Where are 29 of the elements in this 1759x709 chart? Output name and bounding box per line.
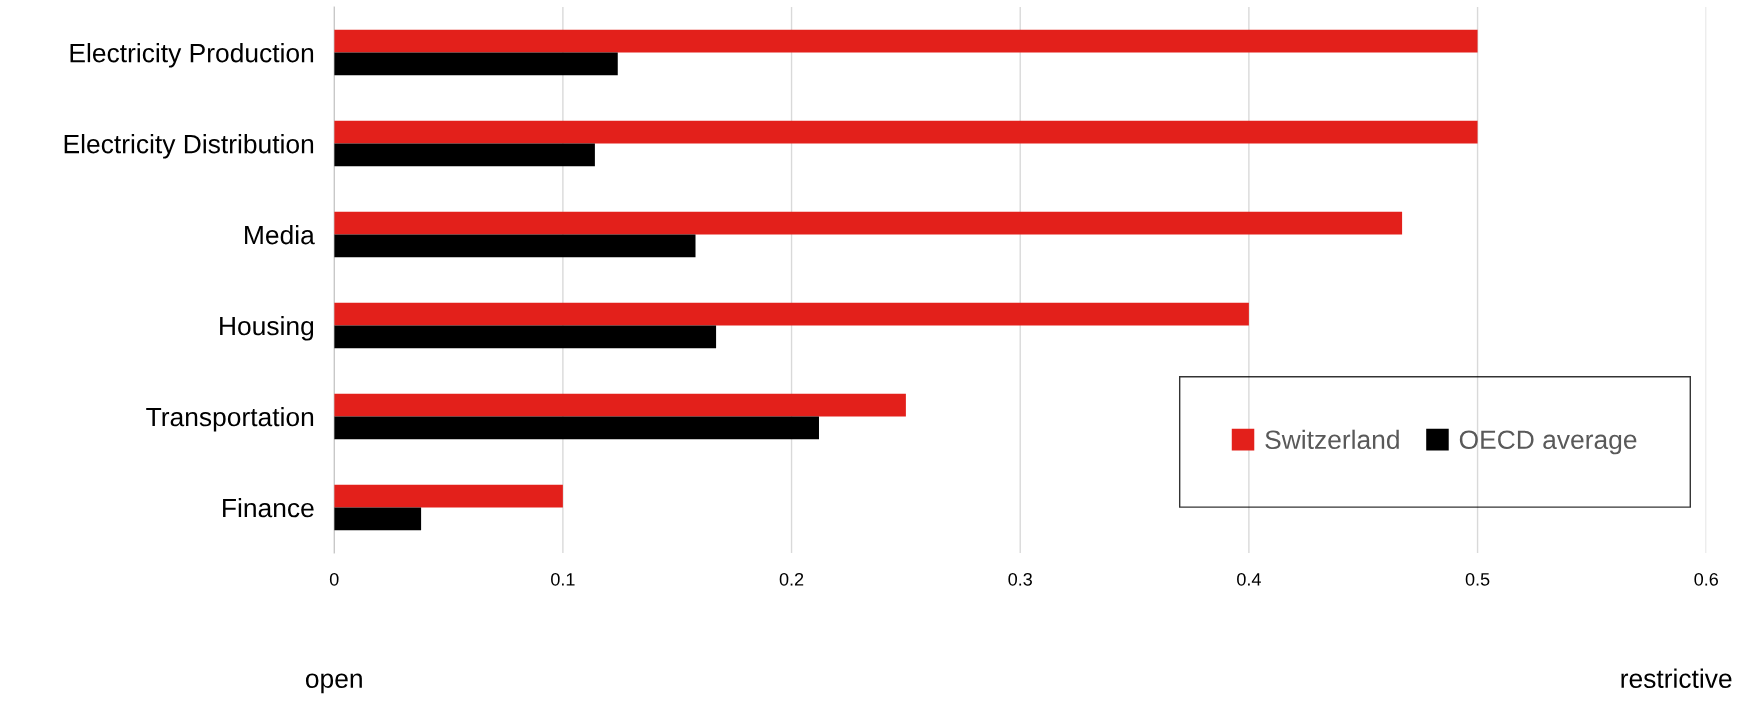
bar: [334, 393, 906, 417]
x-tick-label: 0.6: [1694, 572, 1718, 586]
x-tick-label: 0.4: [1237, 572, 1261, 586]
y-tick-label: Media: [245, 225, 315, 245]
bar: [334, 302, 1249, 326]
x-tick-label: 0: [329, 572, 339, 586]
y-tick-label: Transportation: [146, 406, 314, 432]
bar: [334, 143, 595, 167]
x-tick-label: 0.5: [1465, 572, 1490, 586]
text: restrictive: [1621, 668, 1732, 688]
legend-label: OECD average: [1459, 430, 1637, 455]
bar: [334, 120, 1478, 144]
legend-label: Switzerland: [1265, 429, 1399, 450]
bar: [334, 507, 422, 531]
y-tick-label: Finance: [223, 497, 314, 518]
bar: [334, 29, 1478, 53]
bar: [334, 416, 819, 440]
bar: [334, 484, 563, 508]
bar: [334, 325, 717, 349]
bar: [334, 211, 1403, 235]
bar: [334, 52, 618, 76]
x-tick-label: 0.2: [779, 572, 804, 586]
x-tick-label: 0.3: [1008, 572, 1032, 586]
y-tick-label: Electricity Distribution: [64, 134, 314, 159]
text: open: [305, 673, 362, 694]
y-tick-label: Electricity Production: [70, 43, 314, 68]
bar: [334, 234, 696, 258]
y-tick-label: Housing: [220, 315, 314, 341]
x-tick-label: 0.1: [551, 572, 575, 586]
